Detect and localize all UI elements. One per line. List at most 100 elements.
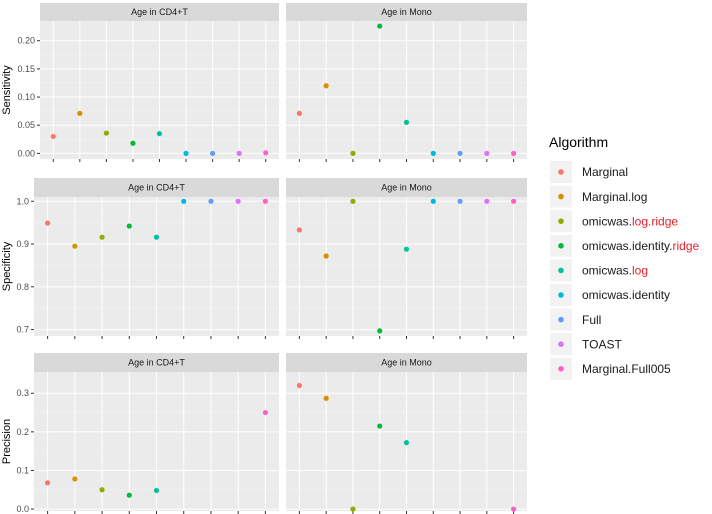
data-point-full	[457, 198, 463, 204]
legend-label: Marginal	[582, 165, 628, 179]
data-point-omicwas-log-ridge	[99, 487, 105, 493]
legend-key-dot	[558, 169, 564, 175]
data-point-marginal	[296, 382, 302, 389]
legend-entry: Marginal	[550, 161, 628, 183]
legend: Algorithm Marginal Marginal.log omicwas.log…	[549, 134, 699, 380]
data-point-toast	[235, 198, 241, 204]
facet-strip-label: Age in CD4+T	[128, 183, 185, 193]
data-point-marginal	[296, 110, 302, 116]
data-point-omicwas-log-ridge	[99, 234, 105, 240]
legend-key-dot	[558, 292, 564, 298]
data-point-omicwas-log	[156, 131, 163, 137]
data-point-omicwas-log-ridge	[350, 150, 356, 156]
y-axis-title: Specificity	[1, 241, 13, 291]
y-axis-title: Precision	[1, 419, 13, 464]
facet-strip-label: Age in Mono	[381, 183, 432, 193]
data-point-omicwas-identity-ridge	[377, 23, 383, 29]
legend-key-dot	[558, 193, 564, 200]
legend-label: omicwas.identity	[582, 288, 670, 302]
facet-panels: Age in CD4+T 0.00 0.05 0.10 0.15 0.20 Age in M…	[1, 3, 527, 514]
legend-title: Algorithm	[549, 134, 608, 150]
facet-strip-label: Age in Mono	[381, 358, 432, 368]
legend-entry: Marginal.log	[550, 185, 647, 208]
data-point-omicwas-identity	[430, 198, 436, 204]
legend-key-dot	[558, 243, 564, 249]
y-tick-label: 0.05	[17, 120, 35, 130]
facet-strip	[286, 353, 527, 372]
facet-strip	[34, 178, 279, 197]
legend-key-dot	[558, 267, 564, 274]
panel-1-1: Age in Mono	[286, 178, 527, 339]
y-tick-label: 0.0	[16, 504, 29, 514]
y-tick-label: 0.20	[17, 36, 35, 46]
legend-entry: Marginal.Full005	[550, 357, 671, 380]
legend-entry: omicwas.identity	[550, 284, 670, 306]
legend-entry: omicwas.log	[550, 259, 648, 282]
y-axis-title: Sensitivity	[1, 65, 13, 115]
data-point-omicwas-identity	[181, 198, 187, 204]
data-point-marginal-full005	[511, 198, 517, 204]
data-point-marginal	[45, 480, 51, 486]
legend-label: Marginal.Full005	[582, 362, 671, 376]
data-point-marginal-full005	[511, 506, 517, 512]
panel-0-0: Age in CD4+T 0.00 0.05 0.10 0.15 0.20	[17, 3, 279, 162]
panel-2-0: Age in CD4+T 0.0 0.1 0.2 0.3	[16, 353, 279, 514]
data-point-full	[210, 150, 216, 156]
data-point-full	[208, 198, 214, 204]
facet-strip-label: Age in CD4+T	[128, 358, 185, 368]
data-point-omicwas-log	[403, 119, 410, 125]
data-point-toast	[484, 198, 490, 204]
data-point-toast	[484, 150, 490, 156]
legend-key-dot	[558, 218, 564, 224]
legend-label: omicwas.log	[582, 264, 648, 278]
panel-2-1: Age in Mono	[286, 353, 527, 514]
data-point-marginal	[50, 133, 56, 140]
facet-strip-label: Age in Mono	[381, 7, 432, 17]
data-point-full	[457, 150, 463, 156]
data-point-omicwas-log	[153, 487, 160, 494]
data-point-marginal-full005	[262, 409, 268, 416]
y-tick-label: 0.10	[17, 92, 35, 102]
y-tick-label: 0.9	[16, 239, 29, 249]
legend-label: omicwas.log.ridge	[582, 214, 678, 228]
panel-0-1: Age in Mono	[286, 3, 527, 162]
y-tick-label: 0.3	[16, 388, 29, 398]
y-tick-label: 0.2	[16, 427, 29, 437]
data-point-marginal-log	[323, 253, 329, 259]
data-point-marginal-full005	[511, 150, 517, 156]
data-point-marginal	[296, 227, 302, 233]
y-tick-label: 0.15	[17, 64, 35, 74]
legend-entry: omicwas.log.ridge	[550, 210, 678, 233]
data-point-omicwas-identity	[183, 150, 189, 156]
facet-strip	[34, 353, 279, 372]
legend-key-dot	[558, 366, 564, 372]
facet-strip-label: Age in CD4+T	[131, 7, 188, 17]
facet-strip	[286, 178, 527, 197]
data-point-toast	[236, 150, 242, 156]
y-tick-label: 0.1	[16, 465, 29, 475]
data-point-omicwas-identity	[430, 150, 436, 156]
data-point-omicwas-log-ridge	[350, 198, 356, 204]
legend-entry: omicwas.identity.ridge	[550, 234, 699, 257]
legend-entry: TOAST	[550, 333, 622, 356]
legend-key-dot	[558, 316, 564, 323]
facet-strip	[286, 3, 527, 21]
legend-label: Full	[582, 313, 601, 327]
legend-key-dot	[558, 341, 564, 348]
data-point-omicwas-identity-ridge	[377, 328, 383, 334]
y-tick-label: 0.8	[16, 282, 29, 292]
data-point-omicwas-log	[153, 234, 160, 240]
data-point-omicwas-log	[403, 440, 410, 446]
data-point-omicwas-log-ridge	[350, 506, 356, 512]
legend-label: Marginal.log	[582, 190, 647, 204]
data-point-omicwas-identity-ridge	[130, 140, 136, 146]
facet-strip	[40, 3, 279, 21]
y-tick-label: 0.00	[17, 148, 35, 158]
panel-1-0: Age in CD4+T 0.7 0.8 0.9 1.0	[16, 178, 279, 339]
y-tick-label: 1.0	[16, 196, 29, 206]
legend-entry: Full	[550, 308, 601, 331]
data-point-omicwas-log	[403, 246, 410, 252]
data-point-omicwas-identity-ridge	[126, 492, 132, 498]
data-point-marginal-log	[72, 476, 78, 482]
y-tick-label: 0.7	[16, 325, 29, 335]
